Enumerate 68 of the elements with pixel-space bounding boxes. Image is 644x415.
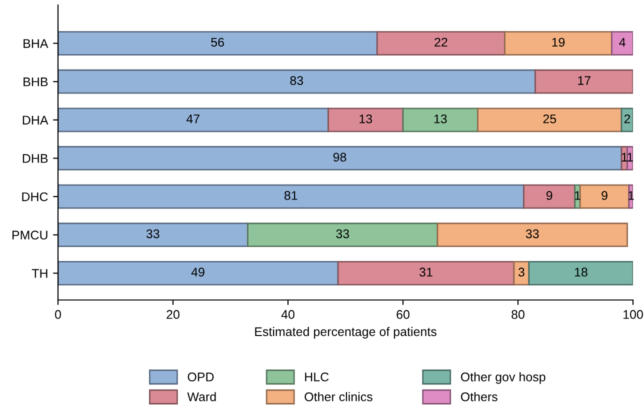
bar <box>58 260 339 286</box>
x-tick-label: 40 <box>281 310 294 319</box>
bar <box>58 108 329 132</box>
y-tick-label: DHA <box>22 116 48 124</box>
data-label: 9 <box>602 191 608 200</box>
bar <box>328 108 404 132</box>
bar <box>534 69 633 94</box>
y-tick-label: TH <box>32 269 48 278</box>
data-label: 31 <box>420 268 432 277</box>
x-tick-label: 80 <box>512 310 524 319</box>
y-tick-label: BHB <box>24 78 48 86</box>
bar <box>611 31 633 56</box>
bar <box>58 31 378 56</box>
x-tick-label: 100 <box>624 310 643 319</box>
data-label: 98 <box>333 152 346 162</box>
x-tick-label: 60 <box>396 310 410 319</box>
data-label: 56 <box>211 38 224 47</box>
data-label: 19 <box>552 38 565 47</box>
data-label: 13 <box>360 114 372 124</box>
data-label: 25 <box>543 114 556 124</box>
data-label: 9 <box>546 191 552 200</box>
bar <box>523 184 576 209</box>
bar <box>337 260 515 286</box>
data-label: 83 <box>290 76 304 85</box>
data-label: 1 <box>574 191 580 200</box>
data-label: 4 <box>619 38 626 47</box>
bar <box>58 184 524 209</box>
bar <box>58 146 622 170</box>
bar <box>626 146 633 170</box>
data-label: 33 <box>336 229 350 238</box>
legend-label: HLC <box>305 372 329 382</box>
legend-label: Ward <box>187 392 216 402</box>
y-tick-label: PMCU <box>12 230 48 240</box>
bar <box>620 108 633 132</box>
x-tick-label: 0 <box>55 310 61 319</box>
data-label: 22 <box>434 38 448 47</box>
data-label: 17 <box>578 76 590 85</box>
legend-label: Others <box>460 392 498 402</box>
bar <box>504 31 612 56</box>
data-label: 33 <box>526 229 539 238</box>
x-axis-title: Estimated percentage of patients <box>255 326 436 339</box>
data-label: 18 <box>574 268 588 277</box>
data-label: 33 <box>146 229 160 238</box>
data-label: 13 <box>434 114 447 124</box>
bar <box>58 69 536 94</box>
legend-label: OPD <box>188 372 214 382</box>
legend-label: Other gov hosp <box>460 372 546 384</box>
data-label: 2 <box>624 114 630 124</box>
bar <box>402 108 478 132</box>
data-label: 1 <box>628 152 633 162</box>
bar <box>579 184 630 209</box>
y-tick-label: DHC <box>22 192 48 202</box>
bar <box>58 222 248 248</box>
y-tick-label: DHB <box>22 154 48 163</box>
data-label: 49 <box>191 268 204 277</box>
data-label: 1 <box>628 191 634 200</box>
legend-label: Other clinics <box>304 392 372 402</box>
bar <box>436 222 628 248</box>
y-tick-label: BHA <box>24 39 48 48</box>
bar <box>477 108 622 132</box>
data-label: 47 <box>186 114 200 124</box>
bar <box>528 260 633 286</box>
bar <box>376 31 506 56</box>
bar <box>247 222 438 248</box>
x-tick-label: 20 <box>166 310 180 319</box>
data-label: 1 <box>622 152 628 162</box>
data-label: 3 <box>518 268 524 277</box>
data-label: 81 <box>284 191 298 200</box>
